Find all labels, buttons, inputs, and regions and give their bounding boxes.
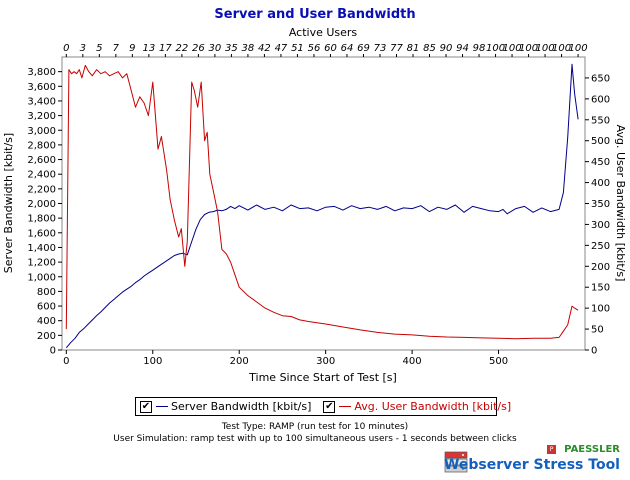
y2-tick-label: 50 (591, 325, 604, 336)
brand-company: PAESSLER (564, 444, 620, 455)
series-line-user-bandwidth (65, 64, 579, 340)
top-tick-label: 100 (503, 43, 522, 54)
y-tick-label: 2,400 (27, 170, 56, 181)
top-tick-label: 60 (324, 43, 337, 54)
legend-item-user[interactable]: ✔ Avg. User Bandwidth [kbit/s] (323, 400, 511, 413)
top-tick-label: 90 (440, 43, 453, 54)
top-tick-label: 35 (225, 43, 238, 54)
top-tick-label: 7 (113, 43, 120, 54)
top-tick-label: 100 (552, 43, 571, 54)
legend-server-swatch (156, 406, 168, 407)
series-layer (65, 63, 579, 349)
y2-tick-label: 600 (591, 94, 610, 105)
top-tick-label: 30 (209, 43, 222, 54)
y-tick-label: 1,800 (27, 214, 56, 225)
y-tick-label: 3,200 (27, 111, 56, 122)
legend-server-label: Server Bandwidth [kbit/s] (171, 400, 312, 413)
x-tick-label: 400 (403, 356, 422, 367)
brand-logo: P PAESSLER Webserver Stress Tool (442, 444, 622, 478)
brand-product: Webserver Stress Tool (443, 457, 620, 473)
y2-tick-label: 450 (591, 157, 610, 168)
top-axis-title: Active Users (289, 26, 358, 39)
server-stack-icon (444, 451, 468, 473)
y2-tick-label: 150 (591, 283, 610, 294)
y-tick-label: 1,200 (27, 258, 56, 269)
series-line-server-bandwidth (65, 63, 579, 349)
y-tick-label: 2,800 (27, 140, 56, 151)
legend-user-label: Avg. User Bandwidth [kbit/s] (354, 400, 512, 413)
y2-tick-label: 350 (591, 199, 610, 210)
chart-canvas: Server and User Bandwidth Active Users T… (2, 7, 627, 384)
y2-axis-title: Avg. User Bandwidth [kbit/s] (614, 125, 627, 282)
y-tick-label: 0 (50, 346, 56, 357)
top-tick-label: 56 (308, 43, 321, 54)
footer-user-simulation: User Simulation: ramp test with up to 10… (113, 434, 517, 444)
x-tick-label: 0 (63, 356, 69, 367)
top-tick-label: 3 (80, 43, 86, 54)
y-tick-label: 3,000 (27, 126, 56, 137)
y-tick-label: 800 (37, 287, 56, 298)
y2-tick-label: 100 (591, 304, 610, 315)
top-tick-label: 22 (176, 43, 189, 54)
x-tick-label: 200 (230, 356, 249, 367)
top-tick-label: 69 (357, 43, 370, 54)
legend-user-checkbox[interactable]: ✔ (323, 400, 336, 413)
top-tick-label: 9 (129, 43, 135, 54)
top-tick-label: 73 (374, 43, 387, 54)
top-tick-label: 64 (341, 43, 354, 54)
top-tick-label: 38 (242, 43, 255, 54)
top-tick-label: 42 (258, 43, 271, 54)
y-tick-label: 3,600 (27, 82, 56, 93)
top-tick-label: 51 (291, 43, 304, 54)
y2-tick-label: 250 (591, 241, 610, 252)
y2-tick-label: 0 (591, 346, 597, 357)
top-tick-label: 81 (407, 43, 420, 54)
chart-title: Server and User Bandwidth (214, 7, 415, 22)
paessler-badge-icon: P (547, 445, 556, 454)
legend-item-server[interactable]: ✔ Server Bandwidth [kbit/s] (140, 400, 311, 413)
top-tick-label: 13 (142, 43, 155, 54)
top-tick-label: 17 (159, 43, 172, 54)
top-tick-label: 100 (569, 43, 588, 54)
top-tick-label: 47 (275, 43, 288, 54)
y2-tick-label: 200 (591, 262, 610, 273)
axes-layer: 0 100 200 300 400 50002004006008001,0001,2001… (27, 43, 610, 367)
y2-tick-label: 300 (591, 220, 610, 231)
footer-test-type: Test Type: RAMP (run test for 10 minutes… (221, 422, 409, 432)
x-tick-label: 500 (489, 356, 508, 367)
top-tick-label: 5 (96, 43, 102, 54)
y-tick-label: 3,400 (27, 96, 56, 107)
top-tick-label: 94 (456, 43, 469, 54)
legend-user-swatch (339, 406, 352, 407)
y-tick-label: 1,400 (27, 243, 56, 254)
top-tick-label: 100 (486, 43, 505, 54)
y2-tick-label: 650 (591, 73, 610, 84)
y-tick-label: 3,800 (27, 67, 56, 78)
y-tick-label: 200 (37, 331, 56, 342)
x-tick-label: 100 (143, 356, 162, 367)
x-axis-title: Time Since Start of Test [s] (248, 371, 397, 384)
y-tick-label: 2,600 (27, 155, 56, 166)
top-tick-label: 100 (519, 43, 538, 54)
y-axis-title: Server Bandwidth [kbit/s] (2, 133, 15, 273)
top-tick-label: 98 (473, 43, 486, 54)
top-tick-label: 0 (63, 43, 69, 54)
y-tick-label: 600 (37, 302, 56, 313)
plot-frame (61, 56, 586, 351)
top-tick-label: 85 (423, 43, 436, 54)
y2-tick-label: 550 (591, 115, 610, 126)
top-tick-label: 26 (192, 43, 205, 54)
x-tick-label: 300 (316, 356, 335, 367)
y-tick-label: 1,600 (27, 228, 56, 239)
top-tick-label: 77 (390, 43, 403, 54)
y-tick-label: 2,000 (27, 199, 56, 210)
y-tick-label: 2,200 (27, 184, 56, 195)
legend-server-checkbox[interactable]: ✔ (140, 400, 152, 413)
y2-tick-label: 500 (591, 136, 610, 147)
legend: ✔ Server Bandwidth [kbit/s] ✔ Avg. User … (135, 397, 511, 416)
top-tick-label: 100 (536, 43, 555, 54)
y-tick-label: 1,000 (27, 272, 56, 283)
y-tick-label: 400 (37, 316, 56, 327)
y2-tick-label: 400 (591, 178, 610, 189)
